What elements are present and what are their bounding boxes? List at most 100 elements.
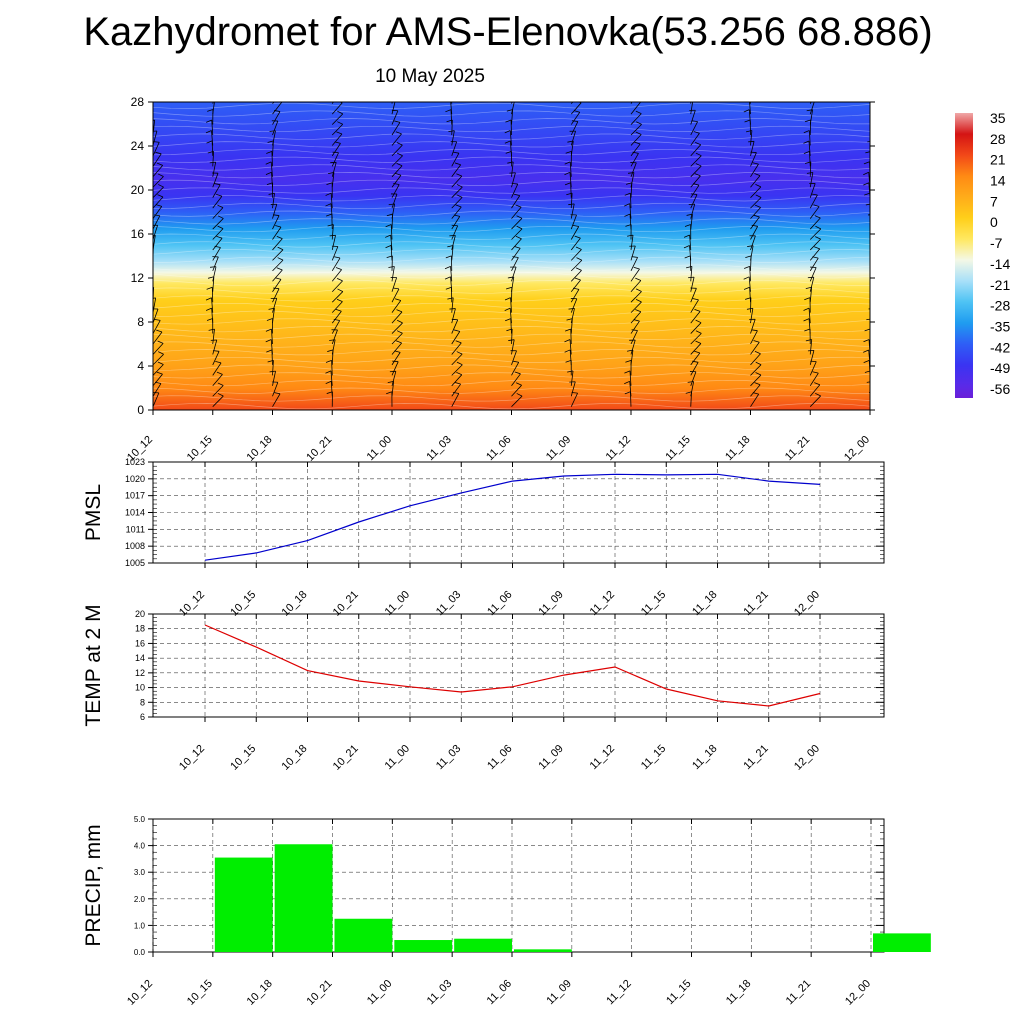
wind-barb-flag [158,351,164,355]
wind-barb-staff [630,311,642,324]
wind-barb-staff [391,122,401,136]
wind-barb-staff [451,393,460,407]
wind-barb-staff [570,270,582,282]
wind-barb-staff [689,234,692,250]
wind-barb-staff [809,172,814,188]
wind-barb-staff [750,186,762,198]
wind-barb-flag [277,257,284,261]
wind-barb-staff [750,353,761,366]
wind-barb-flag [564,171,571,176]
wind-barb-staff [270,339,273,355]
wind-barb-flag [154,318,161,321]
wind-barb-flag [624,192,631,196]
wind-barb-staff [690,352,701,366]
wind-barb-flag [275,277,282,280]
wind-barb-flag [266,318,273,321]
wind-barb-flag [803,307,810,311]
wind-barb-staff [153,392,160,407]
wind-barb-staff [391,288,400,303]
wind-barb-staff [690,266,693,282]
y-tick-label: 1008 [125,541,145,551]
wind-barb-flag [745,255,752,258]
wind-barb-flag [812,371,819,374]
wind-barb-staff [391,311,403,324]
wind-barb-staff [212,256,219,271]
wind-barb-flag [513,193,520,197]
wind-barb-staff [153,196,164,209]
wind-barb-flag [743,265,750,269]
x-tick-label: 11_00 [365,434,395,464]
y-tick-label: 1017 [125,491,145,501]
wind-barb-flag [512,256,519,258]
wind-barb-flag [633,319,640,322]
wind-barb-staff [690,362,699,376]
wind-barb-staff [808,318,811,334]
wind-barb-staff [391,174,402,188]
wind-barb-flag [445,109,452,113]
wind-barb-flag [693,183,700,186]
wind-barb-staff [869,280,870,282]
x-tick-label: 10_15 [185,434,215,464]
wind-barb-flag [153,297,156,299]
wind-barb-staff [331,152,339,167]
wind-barb-flag [394,298,401,301]
wind-barb-staff [569,172,572,188]
x-tick-label: 11_03 [425,978,455,1008]
wind-barb-flag [325,203,332,207]
wind-barb-staff [331,102,343,115]
wind-barb-flag [209,99,215,100]
wind-barb-flag [327,349,334,352]
wind-barb-staff [869,113,870,115]
wind-barb-staff [748,276,751,292]
wind-barb-flag [454,162,461,166]
wind-barb-staff [270,161,273,177]
wind-barb-staff [690,299,699,313]
wind-barb-flag [745,130,752,133]
wind-barb-staff [630,291,642,303]
wind-barb-staff [809,372,819,387]
wind-barb-staff [212,218,224,230]
wind-barb-staff [569,349,572,365]
wind-barb-flag [746,307,753,310]
wind-barb-flag [325,192,332,196]
wind-barb-flag [157,184,164,188]
wind-barb-flag [216,371,223,375]
y-tick-label: 1.0 [134,921,146,930]
wind-barb-flag [564,349,571,353]
wind-barb-staff [272,279,282,292]
wind-barb-flag [565,359,572,363]
wind-barb-staff [570,111,581,125]
wind-barb-flag [386,391,392,395]
wind-barb-staff [153,176,164,188]
wind-barb-flag [392,360,399,363]
wind-barb-staff [331,280,343,293]
wind-barb-staff [630,301,642,313]
wind-barb-staff [271,329,273,345]
wind-barb-flag [385,234,391,238]
wind-barb-flag [505,150,512,154]
wind-barb-staff [272,382,279,397]
wind-barb-staff [570,318,573,334]
wind-barb-staff [451,197,463,209]
wind-barb-staff [212,385,224,397]
wind-barb-flag [743,276,750,280]
wind-barb-flag [624,380,630,385]
wind-barb-staff [750,197,762,209]
colorbar-label: -21 [990,277,1010,293]
wind-barb-staff [750,226,759,240]
wind-barb-flag [870,225,876,226]
wind-barb-flag [265,161,272,165]
wind-barb-flag [804,119,811,123]
wind-barb-staff [211,120,214,136]
wind-barb-flag [153,214,160,217]
wind-barb-flag [695,340,702,344]
wind-barb-flag [683,234,690,238]
wind-barb-flag [205,297,212,301]
wind-barb-flag [865,151,870,154]
wind-barb-flag [455,340,462,344]
wind-barb-flag [508,339,515,341]
colorbar-bar [955,113,973,398]
wind-barb-flag [695,142,701,146]
wind-barb-staff [391,332,403,345]
wind-barb-flag [506,109,513,112]
